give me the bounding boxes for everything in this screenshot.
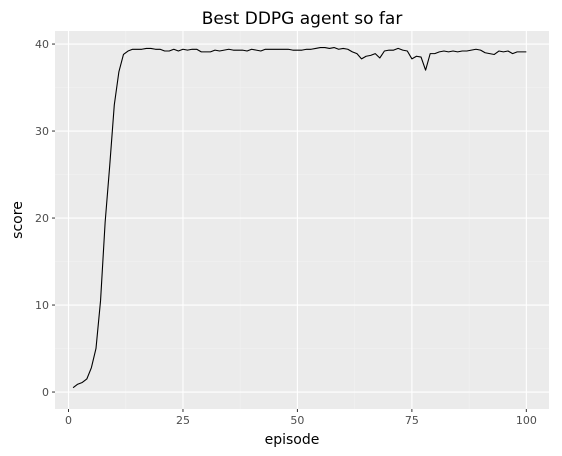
minor-gridlines [55,31,549,409]
x-tick-label: 25 [176,414,190,427]
y-axis-title: score [10,201,26,239]
x-axis-ticks: 0 25 50 75 100 [65,409,537,427]
y-tick-label: 0 [42,386,49,399]
x-tick-label: 0 [65,414,72,427]
y-tick-label: 10 [35,299,49,312]
score-line [72,46,527,389]
x-tick-label: 50 [290,414,304,427]
y-tick-label: 20 [35,212,49,225]
major-gridlines [55,31,549,409]
y-tick-label: 30 [35,125,49,138]
chart-title: Best DDPG agent so far [202,9,403,29]
x-axis-title: episode [265,432,320,448]
x-tick-label: 100 [516,414,537,427]
plot-panel [55,31,549,409]
y-axis-ticks: 0 10 20 30 40 [35,38,55,399]
y-tick-label: 40 [35,38,49,51]
x-tick-label: 75 [405,414,419,427]
